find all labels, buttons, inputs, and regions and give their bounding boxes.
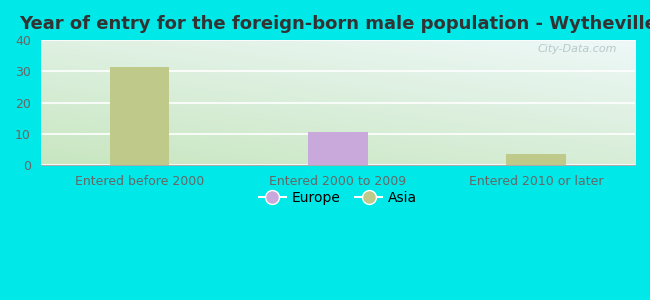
Bar (308, 132, 367, 165)
Bar (506, 154, 566, 165)
Title: Year of entry for the foreign-born male population - Wytheville: Year of entry for the foreign-born male … (19, 15, 650, 33)
Text: City-Data.com: City-Data.com (538, 44, 617, 54)
Legend: Europe, Asia: Europe, Asia (253, 185, 422, 210)
Bar (110, 67, 170, 165)
